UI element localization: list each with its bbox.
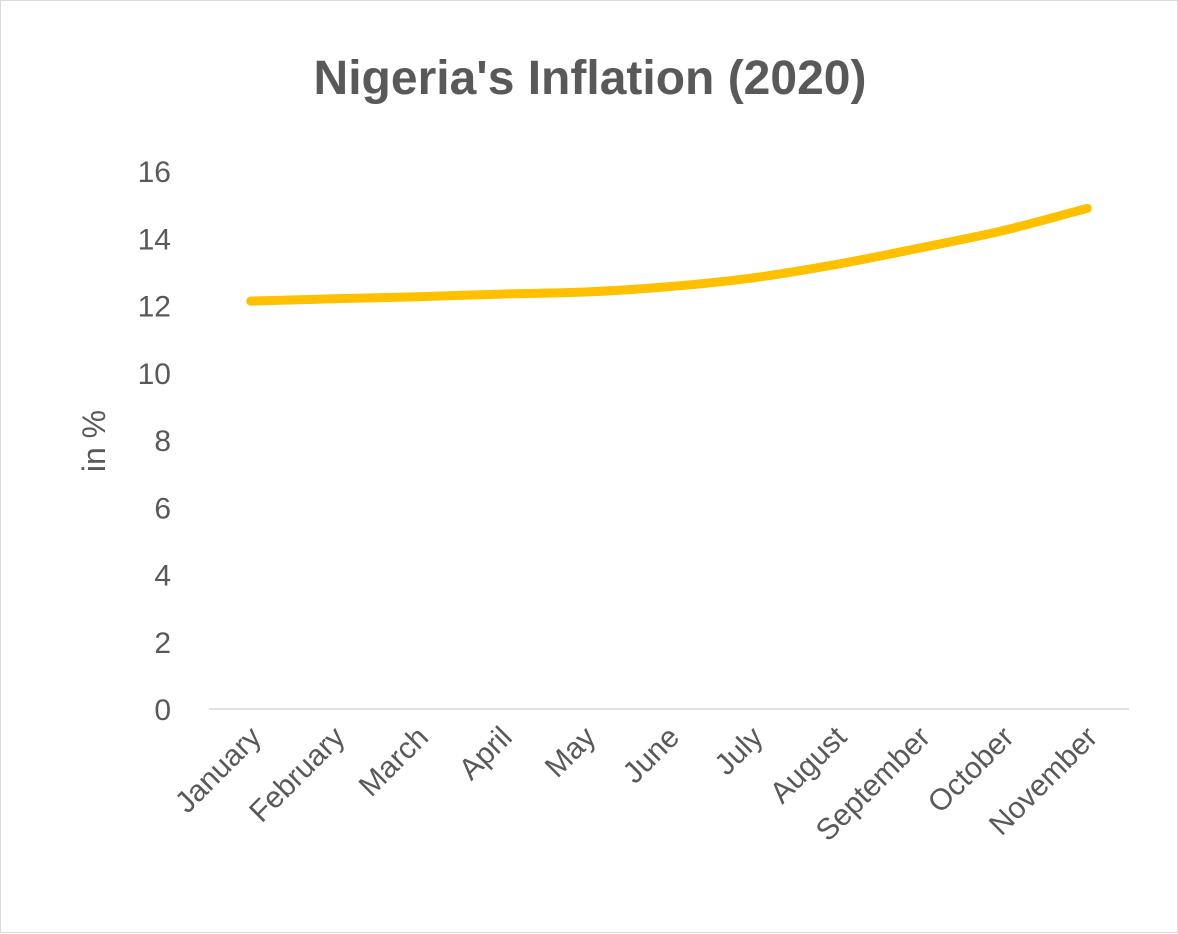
chart-title: Nigeria's Inflation (2020): [314, 52, 867, 105]
data-point-january: [246, 296, 256, 306]
y-tick-label: 8: [154, 425, 171, 458]
y-axis-label: in %: [76, 410, 112, 472]
x-tick-label: July: [709, 721, 770, 782]
data-point-july: [748, 273, 758, 283]
data-point-october: [999, 226, 1009, 236]
y-tick-label: 4: [154, 560, 171, 593]
data-point-february: [329, 294, 339, 304]
y-tick-label: 6: [154, 492, 171, 525]
data-point-april: [497, 289, 507, 299]
y-tick-label: 0: [154, 694, 171, 727]
y-tick-label: 14: [138, 223, 171, 256]
data-point-june: [664, 282, 674, 292]
y-tick-label: 12: [138, 291, 171, 324]
data-point-september: [915, 243, 925, 253]
data-point-march: [413, 292, 423, 302]
y-tick-label: 16: [138, 156, 171, 189]
data-point-november: [1082, 203, 1092, 213]
y-tick-label: 10: [138, 358, 171, 391]
data-point-may: [580, 287, 590, 297]
x-tick-label: May: [539, 721, 602, 784]
x-tick-label: April: [453, 721, 519, 787]
x-tick-label: June: [617, 721, 686, 790]
y-tick-label: 2: [154, 627, 171, 660]
x-tick-label: March: [353, 721, 435, 803]
data-point-august: [831, 259, 841, 269]
